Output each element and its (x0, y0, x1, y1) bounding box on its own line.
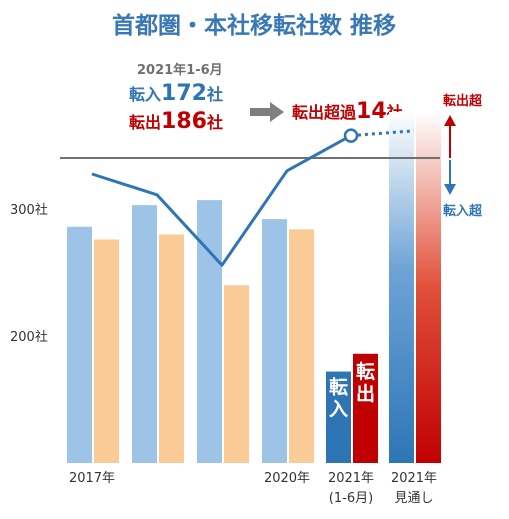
line-layer (60, 128, 440, 267)
arrow-down-icon (444, 160, 456, 195)
summary-excess-value: 14 (356, 99, 387, 124)
bar-out-0 (94, 239, 119, 463)
bar-out-2021h1-label: 転出 (356, 361, 375, 405)
bar-in-2021h1 (326, 371, 351, 463)
net-line (91, 134, 352, 267)
arrow-up-icon (444, 115, 456, 158)
y-tick-label-0: 300社 (10, 202, 48, 218)
bar-out-2 (224, 285, 249, 463)
bar-out-1 (159, 234, 184, 463)
bar-out-2021-outlook (416, 112, 441, 463)
bar-in-3 (262, 219, 287, 463)
arrow-right-icon (250, 102, 284, 122)
summary-excess: 転出超過14社 (292, 99, 403, 124)
summary-out-value: 186 (161, 109, 207, 134)
chart-title: 首都圏・本社移転社数 推移 (112, 12, 396, 39)
bar-in-2 (197, 200, 222, 464)
summary-in-prefix: 転入 (129, 85, 161, 104)
bar-out-3 (289, 229, 314, 463)
summary-out-prefix: 転出 (129, 113, 161, 132)
legend-out-excess: 転出超 (443, 93, 483, 109)
x-label-0: 2017年 (69, 471, 115, 486)
summary-in-value: 172 (161, 81, 207, 106)
x-label-3: 2021年見通し (391, 471, 437, 506)
summary-excess-prefix: 転出超過 (292, 103, 357, 122)
bar-in-2021h1-label: 転入 (329, 377, 348, 421)
bar-in-2021-outlook (389, 112, 414, 463)
summary-in-suffix: 社 (206, 85, 223, 104)
y-axis: 300社 200社 (10, 202, 48, 345)
x-label-1: 2020年 (264, 471, 310, 486)
x-label-2: 2021年(1-6月) (328, 471, 374, 506)
bar-in-1 (132, 205, 157, 463)
summary-out-suffix: 社 (206, 113, 223, 132)
summary-out: 転出186社 (129, 109, 223, 134)
y-tick-label-1: 200社 (10, 329, 48, 345)
x-axis: 2017年 2020年 2021年(1-6月) 2021年見通し (69, 471, 437, 506)
bar-in-0 (67, 226, 92, 463)
net-line-marker (343, 128, 359, 143)
bar-out-2021h1 (353, 353, 378, 463)
legend-in-excess: 転入超 (443, 203, 483, 219)
summary-period: 2021年1-6月 (137, 62, 223, 78)
summary-in: 転入172社 (129, 81, 223, 106)
